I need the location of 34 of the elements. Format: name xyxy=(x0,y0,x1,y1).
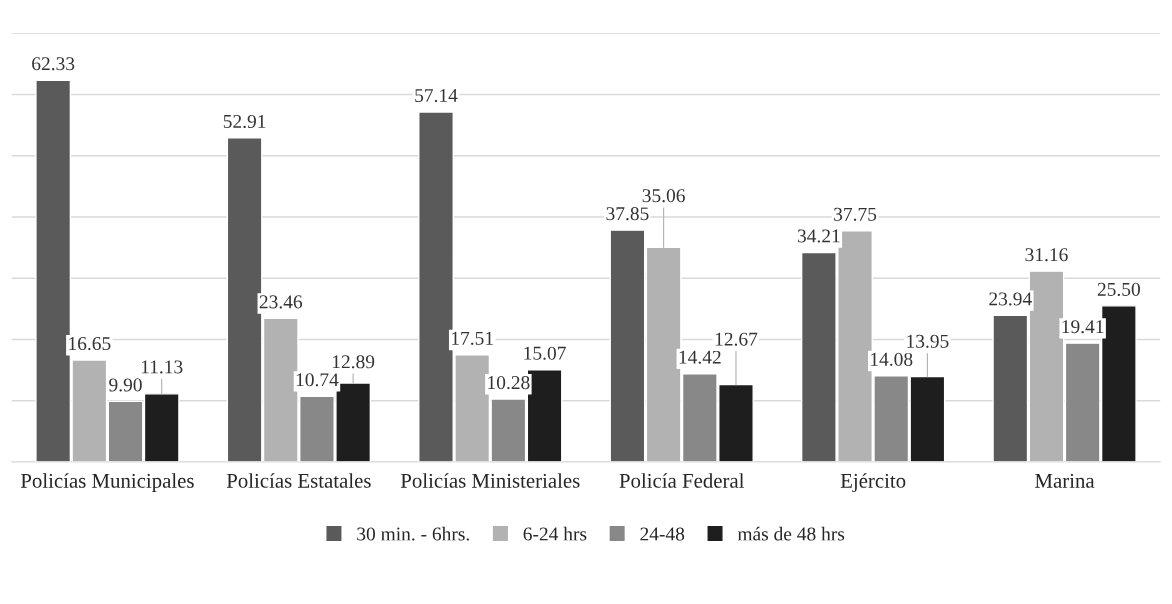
data-label: 25.50 xyxy=(1097,282,1140,296)
legend-label: 24-48 xyxy=(640,527,685,541)
legend-label: más de 48 hrs xyxy=(737,526,845,541)
data-label: 57.14 xyxy=(415,89,458,103)
data-label: 19.41 xyxy=(1062,320,1104,334)
data-label: 13.95 xyxy=(907,334,949,348)
data-label: 10.74 xyxy=(296,373,339,387)
x-tick-label: Policías Municipales xyxy=(20,473,194,493)
data-label: 12.89 xyxy=(332,355,375,369)
data-label: 23.46 xyxy=(259,295,303,309)
x-tick-label: Policías Ministeriales xyxy=(400,473,580,488)
x-tick-label: Policías Estatales xyxy=(226,473,371,488)
data-label: 62.33 xyxy=(32,57,75,71)
data-label: 17.51 xyxy=(452,331,493,345)
data-label: 9.90 xyxy=(109,378,142,392)
legend-label: 30 min. - 6hrs. xyxy=(357,526,469,541)
data-label: 37.85 xyxy=(606,207,649,221)
data-label: 52.91 xyxy=(223,114,266,129)
legend-label: 6-24 hrs xyxy=(523,526,587,541)
data-label: 23.94 xyxy=(989,292,1032,306)
data-label: 31.16 xyxy=(1025,248,1068,262)
x-tick-label: Marina xyxy=(1035,473,1095,488)
data-label: 37.75 xyxy=(834,207,877,221)
data-label: 12.67 xyxy=(715,332,758,346)
data-label: 34.21 xyxy=(797,229,840,243)
data-label: 10.28 xyxy=(488,376,530,390)
data-label: 35.06 xyxy=(642,189,685,203)
data-label: 14.08 xyxy=(871,352,913,366)
data-label: 16.65 xyxy=(69,337,111,351)
x-tick-label: Ejército xyxy=(840,473,906,493)
data-label: 11.13 xyxy=(141,360,183,374)
data-label: 15.07 xyxy=(524,346,566,360)
x-tick-label: Policía Federal xyxy=(619,473,745,488)
data-label: 14.42 xyxy=(679,350,721,364)
